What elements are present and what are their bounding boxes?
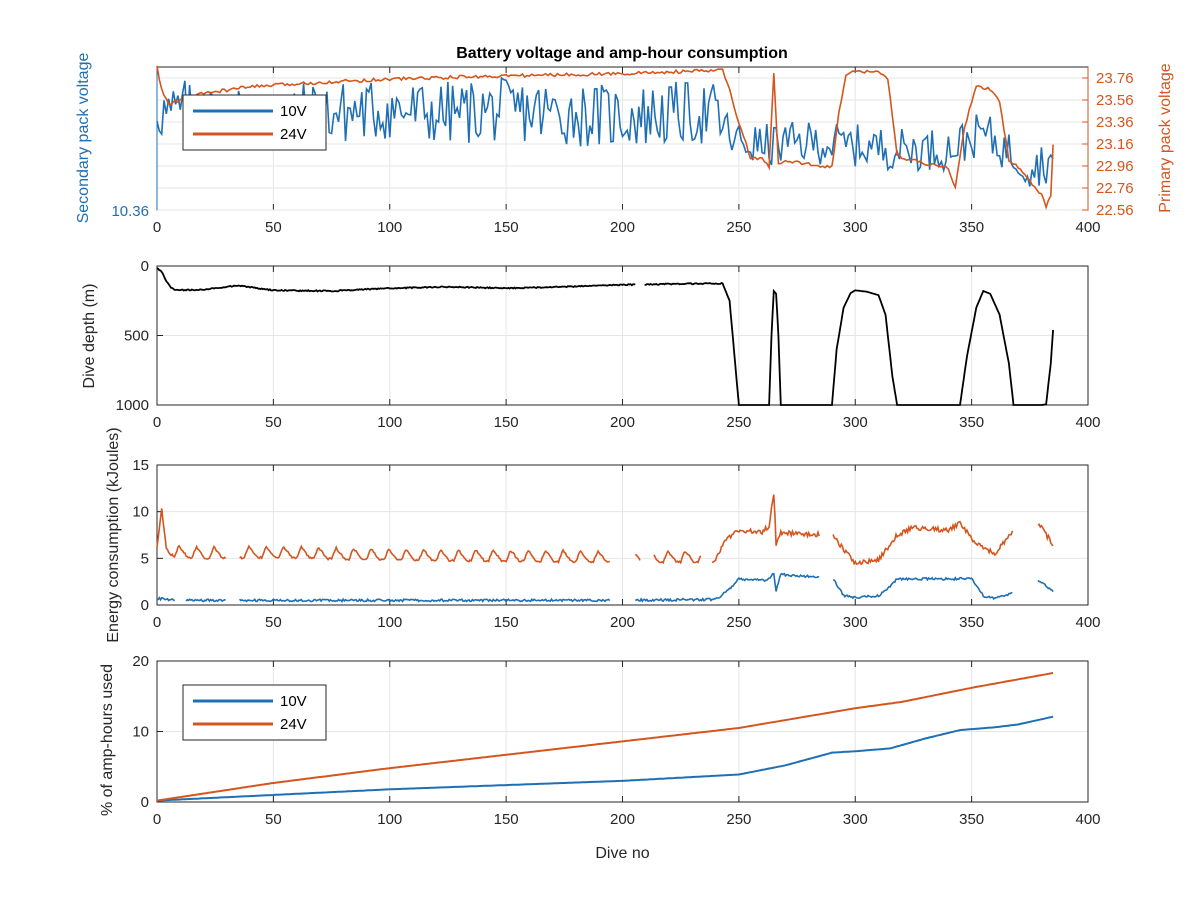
voltage-ylabel-left: Secondary pack voltage (75, 53, 92, 224)
energy-x-tick-label: 0 (153, 614, 161, 631)
voltage-left-tick-label: 10.36 (111, 203, 149, 220)
voltage-right-tick-label: 23.16 (1096, 136, 1134, 153)
depth-x-tick-label: 150 (494, 414, 519, 431)
depth-x-tick-label: 0 (153, 414, 161, 431)
voltage-right-tick-label: 23.36 (1096, 114, 1134, 131)
depth-x-tick-label: 250 (726, 414, 751, 431)
voltage-legend (182, 94, 327, 151)
energy-x-tick-label: 300 (843, 614, 868, 631)
amphours-x-tick-label: 100 (377, 811, 402, 828)
series-24V-voltage-line (156, 65, 1054, 210)
energy-24V-line (156, 494, 1054, 566)
energy-x-tick-label: 200 (610, 614, 635, 631)
figure-title: Battery voltage and amp-hour consumption (456, 45, 788, 62)
amphours-series-10V-line (156, 715, 1054, 802)
voltage-right-tick-label: 22.76 (1096, 180, 1134, 197)
depth-line (156, 267, 1054, 406)
depth-y-tick-label: 500 (124, 328, 149, 345)
voltage-right-tick-label: 22.96 (1096, 158, 1134, 175)
voltage-right-tick-label: 23.76 (1096, 70, 1134, 87)
amphours-y-tick-label: 20 (132, 653, 149, 670)
voltage-x-tick-label: 50 (265, 219, 282, 236)
depth-x-tick-label: 50 (265, 414, 282, 431)
energy-axes: 0 50 100 150 200 250 300 350 400 0 5 10 15 Energy con… (105, 427, 1101, 642)
amphours-x-tick-label: 400 (1075, 811, 1100, 828)
legend-label-24V: 24V (280, 126, 307, 143)
amphours-frame-top (156, 660, 1089, 803)
voltage-x-tick-label: 250 (726, 219, 751, 236)
energy-x-tick-label: 100 (377, 614, 402, 631)
energy-y-tick-label: 5 (141, 550, 149, 567)
depth-y-tick-label: 0 (141, 258, 149, 275)
energy-x-tick-label: 400 (1075, 614, 1100, 631)
amphours-x-tick-label: 350 (959, 811, 984, 828)
amphours-axes: 0 50 100 150 200 250 300 350 400 0 10 20 % of amp-ho… (99, 653, 1101, 862)
voltage-right-tick-label: 23.56 (1096, 92, 1134, 109)
voltage-right-tick-label: 22.56 (1096, 202, 1134, 219)
energy-x-tick-label: 150 (494, 614, 519, 631)
voltage-x-tick-label: 200 (610, 219, 635, 236)
voltage-x-tick-label: 100 (377, 219, 402, 236)
depth-axes: 0 50 100 150 200 250 300 350 400 0 500 1000 Dive dep… (81, 258, 1101, 431)
energy-y-tick-label: 15 (132, 457, 149, 474)
amphours-x-tick-label: 300 (843, 811, 868, 828)
energy-x-tick-label: 350 (959, 614, 984, 631)
voltage-x-tick-label: 350 (959, 219, 984, 236)
depth-y-tick-label: 1000 (116, 397, 149, 414)
energy-x-tick-label: 250 (726, 614, 751, 631)
amphours-legend-label-10V: 10V (280, 693, 307, 710)
depth-x-tick-label: 400 (1075, 414, 1100, 431)
depth-frame-top (156, 265, 1089, 406)
voltage-x-tick-label: 400 (1075, 219, 1100, 236)
depth-x-tick-label: 350 (959, 414, 984, 431)
depth-x-tick-label: 100 (377, 414, 402, 431)
amphours-x-tick-label: 0 (153, 811, 161, 828)
amphours-y-tick-label: 0 (141, 794, 149, 811)
amphours-series-24V-line (156, 672, 1054, 802)
energy-y-tick-label: 10 (132, 504, 149, 521)
amphours-legend (182, 684, 327, 741)
amphours-x-tick-label: 150 (494, 811, 519, 828)
voltage-x-tick-label: 0 (153, 219, 161, 236)
amphours-x-tick-label: 200 (610, 811, 635, 828)
amphours-xlabel: Dive no (595, 845, 649, 862)
energy-y-tick-label: 0 (141, 597, 149, 614)
energy-ylabel: Energy consumption (kJoules) (105, 427, 122, 642)
energy-10V-line (156, 572, 1054, 603)
energy-frame-top (156, 464, 1089, 606)
amphours-ylabel: % of amp-hours used (99, 664, 116, 816)
amphours-legend-label-24V: 24V (280, 716, 307, 733)
amphours-x-tick-label: 250 (726, 811, 751, 828)
energy-x-tick-label: 50 (265, 614, 282, 631)
depth-x-tick-label: 300 (843, 414, 868, 431)
amphours-x-tick-label: 50 (265, 811, 282, 828)
depth-x-tick-label: 200 (610, 414, 635, 431)
amphours-y-tick-label: 10 (132, 724, 149, 741)
voltage-ylabel-right: Primary pack voltage (1157, 63, 1174, 212)
depth-ylabel: Dive depth (m) (81, 284, 98, 389)
voltage-x-tick-label: 150 (494, 219, 519, 236)
legend-label-10V: 10V (280, 103, 307, 120)
voltage-x-tick-label: 300 (843, 219, 868, 236)
